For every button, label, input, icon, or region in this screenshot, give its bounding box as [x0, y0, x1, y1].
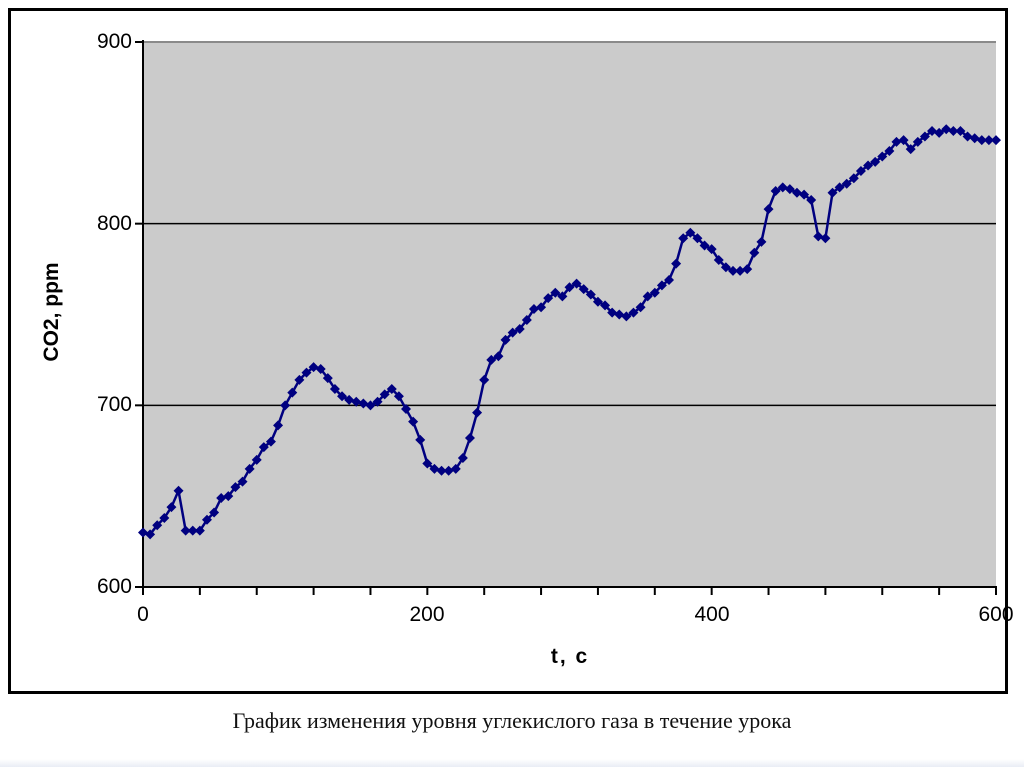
x-tick-400: 400 — [694, 603, 730, 626]
y-axis-title: CO2, ppm — [40, 262, 63, 362]
co2-series-markers — [138, 124, 1001, 540]
bottom-edge-strip — [0, 759, 1024, 767]
x-tick-200: 200 — [409, 603, 445, 626]
figure-caption: График изменения уровня углекислого газа… — [232, 708, 792, 733]
x-tick-600: 600 — [978, 603, 1014, 626]
x-tick-0: 0 — [137, 603, 149, 626]
y-tick-800: 800 — [96, 212, 132, 235]
plot-area — [143, 42, 996, 587]
x-axis-title: t, c — [550, 645, 590, 668]
y-tick-700: 700 — [96, 393, 132, 416]
y-tick-600: 600 — [96, 575, 132, 598]
y-tick-900: 900 — [96, 30, 132, 53]
